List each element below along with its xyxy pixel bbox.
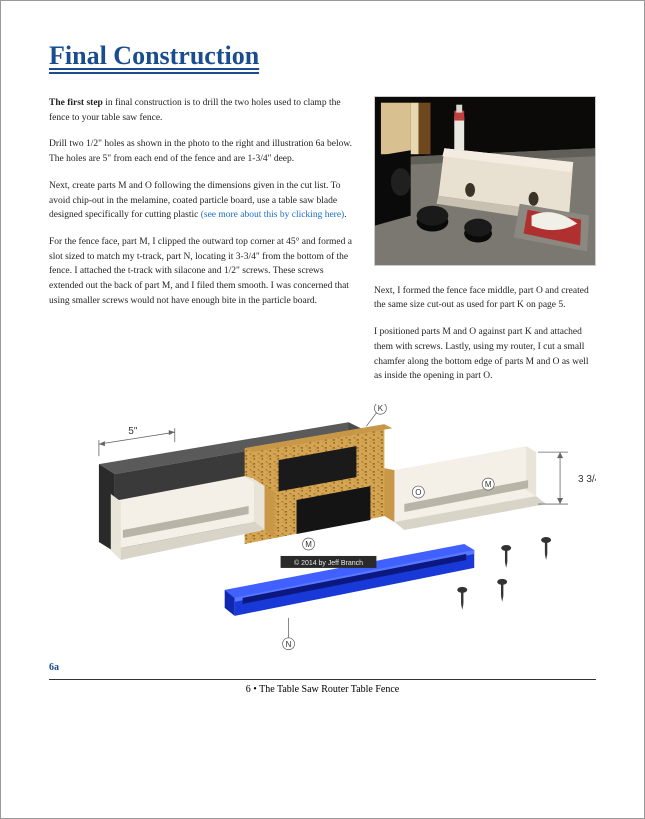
- footer-sep: •: [251, 684, 259, 695]
- illustration-6a-wrap: © 2014 by Jeff Branch 5" 3 3/4": [49, 404, 596, 673]
- callout-K: K: [378, 404, 384, 413]
- dim-5in: 5": [128, 426, 138, 437]
- right-column: Next, I formed the fence face middle, pa…: [374, 96, 596, 396]
- callout-M-left: M: [305, 540, 312, 549]
- paragraph-3: Next, create parts M and O following the…: [49, 179, 354, 223]
- plastic-blade-link[interactable]: (see more about this by clicking here): [201, 210, 345, 220]
- illustration-6a: © 2014 by Jeff Branch 5" 3 3/4": [49, 404, 596, 660]
- callout-M-right: M: [485, 480, 492, 489]
- document-page: Final Construction The first step in fin…: [0, 0, 645, 819]
- right-paragraph-2: I positioned parts M and O against part …: [374, 325, 596, 384]
- callout-O: O: [415, 488, 421, 497]
- lead-in-bold: The first step: [49, 98, 103, 108]
- page-footer: 6 • The Table Saw Router Table Fence: [49, 679, 596, 695]
- left-column: The first step in final construction is …: [49, 96, 354, 396]
- paragraph-2: Drill two 1/2" holes as shown in the pho…: [49, 137, 354, 166]
- two-column-layout: The first step in final construction is …: [49, 96, 596, 396]
- workshop-photo: [374, 96, 596, 266]
- dim-3-3-4in: 3 3/4": [578, 474, 596, 485]
- footer-doc-title: The Table Saw Router Table Fence: [259, 684, 399, 695]
- figure-label-6a: 6a: [49, 662, 596, 673]
- screws: [457, 537, 551, 610]
- callout-N: N: [286, 640, 292, 649]
- copyright-text: © 2014 by Jeff Branch: [294, 559, 363, 567]
- page-title: Final Construction: [49, 41, 259, 74]
- paragraph-1: The first step in final construction is …: [49, 96, 354, 125]
- paragraph-3b: .: [344, 210, 346, 220]
- paragraph-4: For the fence face, part M, I clipped th…: [49, 235, 354, 309]
- right-paragraph-1: Next, I formed the fence face middle, pa…: [374, 284, 596, 313]
